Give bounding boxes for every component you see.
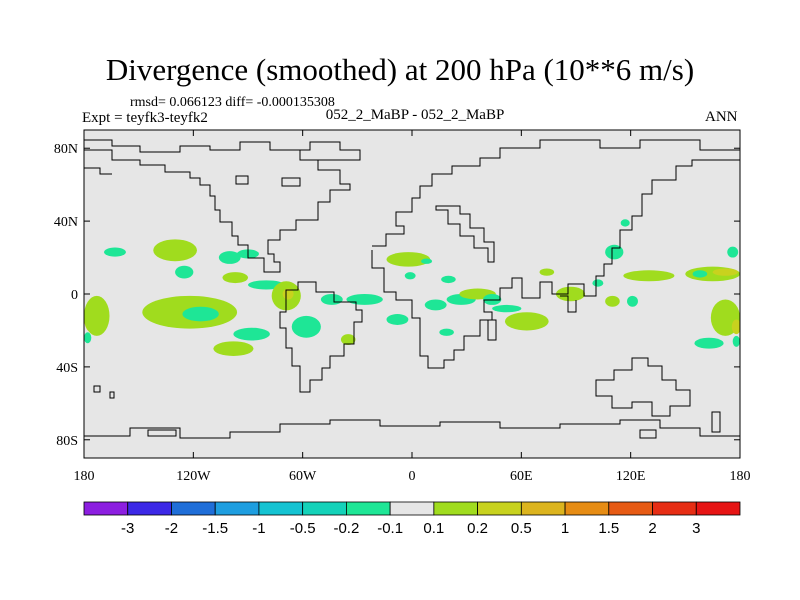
colorbar-label-10: 1 [561, 520, 569, 537]
contour-region-15 [346, 294, 383, 305]
case-label: 052_2_MaBP - 052_2_MaBP [325, 107, 505, 123]
colorbar-box-7 [389, 501, 435, 516]
contour-region-20 [386, 314, 409, 325]
colorbar-label-12: 2 [648, 520, 656, 537]
colorbar-label-11: 1.5 [598, 520, 619, 537]
contour-region-36 [592, 279, 604, 287]
x-tick-label-4: 60E [510, 469, 533, 484]
colorbar-label-2: -1.5 [202, 520, 228, 537]
y-tick-label-1: 40N [54, 215, 78, 230]
contour-region-35 [620, 219, 630, 227]
contour-region-19 [213, 341, 254, 356]
y-tick-label-4: 80S [56, 434, 78, 449]
x-tick-label-5: 120E [616, 469, 646, 484]
contour-region-30 [504, 312, 549, 331]
contour-region-22 [421, 258, 433, 264]
contour-region-24 [441, 275, 456, 284]
x-tick-label-0: 180 [74, 469, 95, 484]
contour-region-5 [222, 272, 248, 284]
colorbar-label-4: -0.5 [290, 520, 316, 537]
y-tick-label-2: 0 [71, 288, 78, 303]
contour-region-29 [439, 328, 454, 336]
colorbar-box-1 [127, 501, 172, 516]
contour-region-38 [627, 295, 638, 307]
colorbar-box-6 [345, 501, 391, 516]
colorbar-box-10 [520, 501, 566, 516]
contour-region-16 [340, 334, 356, 346]
contour-region-46 [694, 337, 724, 349]
contour-region-1 [153, 239, 197, 262]
contour-region-31 [492, 304, 522, 313]
contour-region-13 [282, 288, 294, 300]
coastlines [84, 139, 741, 439]
contour-region-21 [386, 252, 431, 267]
contour-region-43 [692, 270, 708, 278]
colorbar-label-1: -2 [165, 520, 178, 537]
colorbar-label-5: -0.2 [333, 520, 359, 537]
colorbar-label-0: -3 [121, 520, 134, 537]
y-tick-label-0: 80N [54, 142, 78, 157]
contour-region-8 [182, 306, 219, 322]
contour-region-33 [555, 286, 586, 302]
colorbar-box-2 [171, 501, 216, 516]
contour-region-39 [623, 270, 675, 282]
colorbar-box-0 [83, 501, 129, 516]
contour-region-18 [291, 315, 321, 338]
x-tick-label-3: 0 [409, 469, 416, 484]
colorbar-label-13: 3 [692, 520, 700, 537]
contour-region-25 [424, 299, 447, 311]
contour-region-45 [731, 319, 740, 335]
y-tick-label-3: 40S [56, 361, 78, 376]
colorbar-label-8: 0.2 [467, 520, 488, 537]
experiment-label: Expt = teyfk3-teyfk2 [82, 110, 208, 126]
contour-region-10 [84, 295, 110, 336]
contour-region-32 [539, 268, 555, 276]
colorbar-box-5 [302, 501, 347, 516]
colorbar-box-8 [433, 501, 479, 516]
colorbar-box-3 [214, 501, 260, 516]
colorbar-box-9 [477, 501, 522, 516]
chart-title: Divergence (smoothed) at 200 hPa (10**6 … [105, 52, 695, 87]
contour-region-4 [175, 265, 194, 279]
colorbar-box-12 [608, 501, 653, 516]
colorbar: -3 -2 -1.5 -1 -0.5 -0.2 -0.1 0.1 0.2 0.5 1 1.5 2 3 [83, 501, 741, 537]
colorbar-box-11 [564, 501, 610, 516]
contour-region-40 [727, 246, 739, 258]
contour-region-2 [218, 251, 241, 264]
contour-region-28 [483, 294, 502, 305]
contour-fields [84, 219, 740, 356]
contour-region-11 [84, 332, 92, 344]
map-axes: 180 120W 60W 0 60E 120E 180 80N 40N 0 40S 80S [54, 130, 751, 484]
x-tick-label-2: 60W [289, 469, 317, 484]
x-tick-label-6: 180 [730, 469, 751, 484]
period-label: ANN [705, 109, 738, 125]
contour-region-0 [104, 247, 126, 257]
contour-region-14 [320, 294, 343, 305]
contour-region-17 [233, 327, 270, 341]
contour-region-37 [605, 295, 620, 307]
colorbar-box-14 [695, 501, 741, 516]
x-tick-label-1: 120W [176, 469, 211, 484]
colorbar-label-6: -0.1 [377, 520, 403, 537]
colorbar-label-7: 0.1 [423, 520, 444, 537]
colorbar-label-9: 0.5 [511, 520, 532, 537]
map-background [84, 130, 740, 458]
contour-region-23 [404, 272, 416, 280]
colorbar-label-3: -1 [252, 520, 265, 537]
contour-region-34 [605, 244, 624, 260]
contour-region-42 [712, 268, 739, 276]
contour-region-47 [732, 335, 740, 347]
colorbar-box-13 [652, 501, 697, 516]
colorbar-box-4 [258, 501, 304, 516]
stats-label: rmsd= 0.066123 diff= -0.000135308 [130, 95, 335, 110]
